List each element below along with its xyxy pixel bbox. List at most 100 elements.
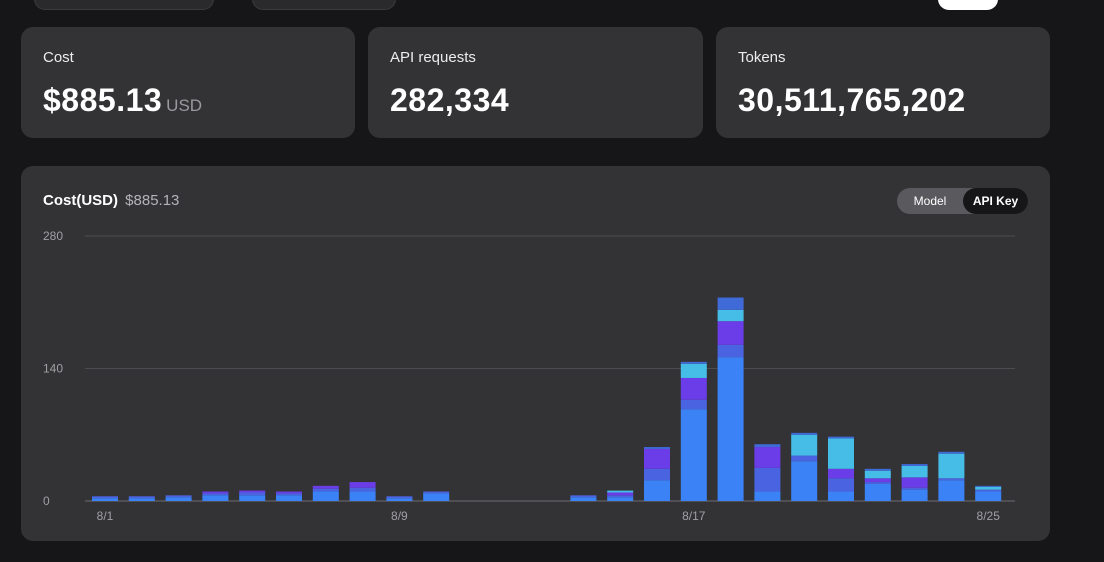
toggle-api-key[interactable]: API Key xyxy=(963,188,1028,214)
bar-8-23-segment-4[interactable] xyxy=(901,464,928,466)
bar-8-18-segment-2[interactable] xyxy=(717,321,744,345)
group-by-toggle[interactable]: Model API Key xyxy=(897,188,1028,214)
bar-8-17-segment-2[interactable] xyxy=(680,377,707,400)
y-tick-label: 280 xyxy=(43,229,63,243)
tokens-label: Tokens xyxy=(738,49,786,66)
bar-8-19-segment-0[interactable] xyxy=(754,491,781,501)
bar-8-16-segment-0[interactable] xyxy=(644,480,670,501)
requests-card: API requests 282,334 xyxy=(368,27,703,138)
x-tick-label: 8/9 xyxy=(391,509,408,523)
bar-8-25-segment-0[interactable] xyxy=(975,491,1002,501)
toggle-model[interactable]: Model xyxy=(913,194,947,208)
bar-8-16-segment-1[interactable] xyxy=(644,468,670,481)
bar-8-22-segment-4[interactable] xyxy=(864,468,891,471)
bar-8-24-segment-1[interactable] xyxy=(938,478,965,481)
bar-8-15-segment-1[interactable] xyxy=(607,495,634,498)
x-tick-label: 8/1 xyxy=(97,509,114,523)
bar-8-14-segment-0[interactable] xyxy=(570,497,597,501)
bar-8-19-segment-1[interactable] xyxy=(754,467,781,492)
bar-8-3-segment-1[interactable] xyxy=(165,495,192,498)
bar-8-17-segment-3[interactable] xyxy=(680,363,707,378)
bar-8-3-segment-0[interactable] xyxy=(165,497,192,501)
bar-8-5-segment-0[interactable] xyxy=(239,495,266,501)
bar-8-1-segment-1[interactable] xyxy=(92,496,118,499)
bar-8-16-segment-2[interactable] xyxy=(644,448,670,469)
cost-card: Cost $885.13 USD xyxy=(21,27,355,138)
bar-8-7-segment-1[interactable] xyxy=(312,488,339,492)
cost-label: Cost xyxy=(43,49,74,66)
top-action-pill[interactable] xyxy=(938,0,998,10)
bar-8-8-segment-2[interactable] xyxy=(349,482,376,488)
bar-8-1-segment-0[interactable] xyxy=(92,498,118,501)
bar-8-21-segment-3[interactable] xyxy=(828,438,854,469)
bar-8-8-segment-0[interactable] xyxy=(349,491,376,501)
bar-8-5-segment-2[interactable] xyxy=(239,490,266,493)
bar-8-9-segment-0[interactable] xyxy=(386,498,413,501)
bar-8-22-segment-0[interactable] xyxy=(864,483,891,501)
bar-8-25-segment-3[interactable] xyxy=(975,486,1002,490)
bar-8-6-segment-1[interactable] xyxy=(276,493,302,496)
bar-8-5-segment-1[interactable] xyxy=(239,492,266,496)
bar-8-20-segment-3[interactable] xyxy=(791,434,818,456)
bar-8-10-segment-1[interactable] xyxy=(423,491,450,494)
bar-8-21-segment-1[interactable] xyxy=(828,478,854,492)
bar-8-2-segment-0[interactable] xyxy=(128,498,155,501)
bar-8-4-segment-2[interactable] xyxy=(202,491,229,494)
y-tick-label: 0 xyxy=(43,494,50,508)
bar-8-23-segment-0[interactable] xyxy=(901,489,928,501)
bar-8-24-segment-4[interactable] xyxy=(938,451,965,454)
bar-8-22-segment-3[interactable] xyxy=(864,470,891,479)
cost-value: $885.13 xyxy=(43,82,163,118)
bar-8-18-segment-1[interactable] xyxy=(717,344,744,358)
y-tick-label: 140 xyxy=(43,362,63,376)
bar-8-4-segment-0[interactable] xyxy=(202,495,229,501)
bar-8-16-segment-4[interactable] xyxy=(644,447,670,449)
bar-8-10-segment-0[interactable] xyxy=(423,493,450,501)
tokens-value: 30,511,765,202 xyxy=(738,82,966,118)
bar-8-23-segment-2[interactable] xyxy=(901,477,928,488)
bar-8-9-segment-1[interactable] xyxy=(386,496,413,499)
bar-8-15-segment-0[interactable] xyxy=(607,497,634,501)
bar-8-20-segment-1[interactable] xyxy=(791,455,818,462)
bar-8-24-segment-0[interactable] xyxy=(938,480,965,501)
tokens-card: Tokens 30,511,765,202 xyxy=(716,27,1050,138)
chart-title: Cost(USD) xyxy=(43,192,118,209)
bar-8-21-segment-2[interactable] xyxy=(828,468,854,479)
bar-8-6-segment-2[interactable] xyxy=(276,491,302,494)
top-filter-pill-2[interactable] xyxy=(252,0,396,10)
bar-8-15-segment-3[interactable] xyxy=(607,490,634,493)
bar-8-23-segment-3[interactable] xyxy=(901,465,928,478)
bar-8-2-segment-1[interactable] xyxy=(128,496,155,499)
bar-8-19-segment-2[interactable] xyxy=(754,447,781,468)
chart-title-row: Cost(USD) $885.13 xyxy=(43,192,179,209)
top-filter-pill-1[interactable] xyxy=(34,0,214,10)
bar-8-15-segment-2[interactable] xyxy=(607,492,634,496)
bar-8-7-segment-2[interactable] xyxy=(312,485,339,489)
x-tick-label: 8/25 xyxy=(977,509,1001,523)
bar-8-17-segment-4[interactable] xyxy=(680,361,707,364)
bar-8-18-segment-4[interactable] xyxy=(717,297,744,310)
bar-8-20-segment-0[interactable] xyxy=(791,461,818,501)
bar-8-20-segment-4[interactable] xyxy=(791,432,818,435)
bar-8-8-segment-1[interactable] xyxy=(349,487,376,492)
bar-8-19-segment-4[interactable] xyxy=(754,444,781,448)
bar-8-25-segment-1[interactable] xyxy=(975,489,1002,492)
cost-unit: USD xyxy=(166,96,203,115)
bar-8-18-segment-0[interactable] xyxy=(717,357,744,501)
bar-8-24-segment-3[interactable] xyxy=(938,453,965,479)
requests-value: 282,334 xyxy=(390,82,510,118)
bar-8-17-segment-0[interactable] xyxy=(680,409,707,501)
bar-8-21-segment-4[interactable] xyxy=(828,436,854,439)
bar-8-18-segment-3[interactable] xyxy=(717,309,744,322)
bar-8-23-segment-1[interactable] xyxy=(901,487,928,490)
bar-8-6-segment-0[interactable] xyxy=(276,495,302,501)
bar-8-22-segment-2[interactable] xyxy=(864,478,891,483)
cost-bar-chart: 0 140 280 8/1 8/9 8/17 8/25 xyxy=(43,229,1015,523)
bar-8-25-segment-4[interactable] xyxy=(975,485,1002,487)
bar-8-17-segment-1[interactable] xyxy=(680,399,707,410)
bar-8-14-segment-1[interactable] xyxy=(570,495,597,498)
bar-8-4-segment-1[interactable] xyxy=(202,493,229,496)
bar-8-21-segment-0[interactable] xyxy=(828,491,854,501)
bar-8-22-segment-1[interactable] xyxy=(864,482,891,484)
bar-8-7-segment-0[interactable] xyxy=(312,491,339,501)
